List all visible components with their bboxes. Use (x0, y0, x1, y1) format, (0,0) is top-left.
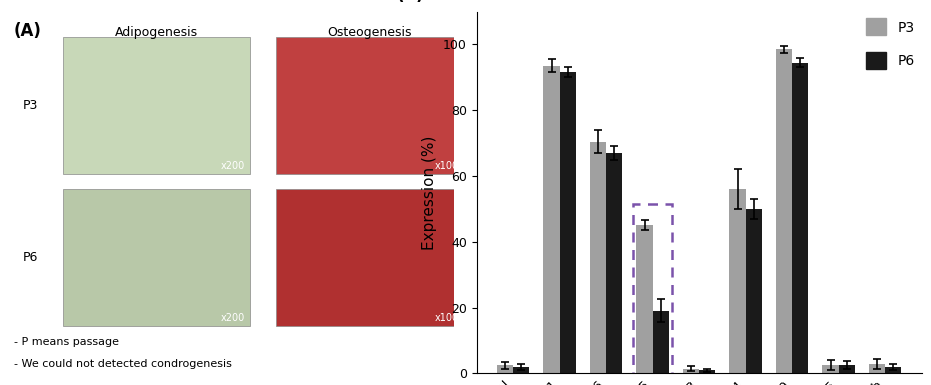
Text: Osteogenesis: Osteogenesis (328, 26, 412, 39)
Bar (682, 368, 699, 373)
Bar (62, 189, 250, 326)
Bar (277, 189, 464, 326)
Text: P6: P6 (22, 251, 38, 264)
Text: (A): (A) (14, 22, 42, 40)
Bar (637, 225, 653, 373)
Bar (653, 311, 669, 373)
Text: x200: x200 (221, 313, 245, 323)
Bar (839, 365, 855, 373)
Bar (277, 37, 464, 174)
Legend: P3, P6: P3, P6 (866, 18, 915, 69)
Text: (B): (B) (397, 0, 425, 4)
Bar (776, 49, 792, 373)
Bar (560, 72, 576, 373)
Text: Adipogenesis: Adipogenesis (115, 26, 197, 39)
Y-axis label: Expression (%): Expression (%) (423, 135, 438, 250)
Bar (497, 365, 513, 373)
Bar (729, 189, 746, 373)
Bar (746, 209, 762, 373)
Bar (590, 142, 606, 373)
Bar (792, 62, 808, 373)
Bar (822, 365, 839, 373)
Text: x100: x100 (435, 313, 459, 323)
Bar (513, 367, 530, 373)
Bar (885, 367, 901, 373)
Text: - P means passage: - P means passage (14, 337, 119, 347)
Bar (62, 37, 250, 174)
Text: x200: x200 (221, 161, 245, 171)
Text: - We could not detected condrogenesis: - We could not detected condrogenesis (14, 359, 232, 369)
Text: P3: P3 (22, 99, 38, 112)
Text: x100: x100 (435, 161, 459, 171)
Bar (699, 370, 715, 373)
Bar (544, 66, 560, 373)
Bar (869, 363, 885, 373)
Bar (606, 153, 623, 373)
